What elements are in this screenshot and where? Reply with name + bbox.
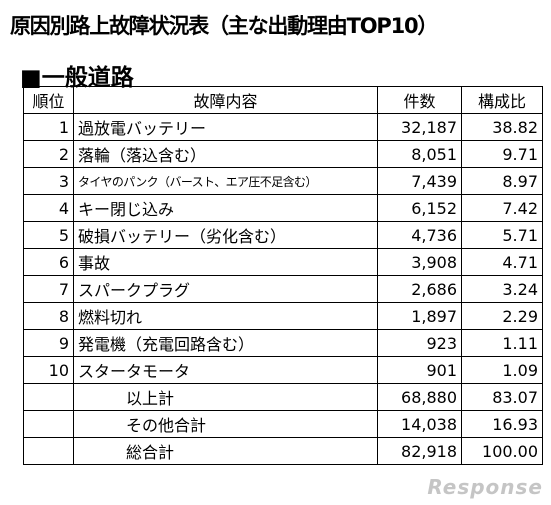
rank-column-header: 順位 [23,86,74,114]
count-cell: 7,439 [377,167,462,195]
reason-cell: 過放電バッテリー [73,113,378,141]
ratio-cell: 1.11 [461,329,543,357]
table-row: 2 落輪（落込含む） 8,051 9.71 [23,140,543,168]
summary-label: 総合計 [73,437,378,465]
reason-cell: キー閉じ込み [73,194,378,222]
count-cell: 3,908 [377,248,462,276]
reason-cell: 破損バッテリー（劣化含む） [73,221,378,249]
count-cell: 923 [377,329,462,357]
reason-cell: タイヤのパンク（バースト、エア圧不足含む） [73,167,378,195]
reason-cell: スタータモータ [73,356,378,384]
ratio-cell: 16.93 [461,410,543,438]
count-cell: 1,897 [377,302,462,330]
rank-cell: 6 [23,248,74,276]
rank-cell: 8 [23,302,74,330]
summary-label: その他合計 [73,410,378,438]
ratio-cell: 9.71 [461,140,543,168]
count-cell: 901 [377,356,462,384]
count-cell: 82,918 [377,437,462,465]
ratio-cell: 3.24 [461,275,543,303]
table-row: 8 燃料切れ 1,897 2.29 [23,302,543,330]
reason-cell: スパークプラグ [73,275,378,303]
ratio-column-header: 構成比 [461,86,543,114]
count-cell: 2,686 [377,275,462,303]
document-title: 原因別路上故障状況表（主な出動理由TOP10） [10,14,438,38]
count-cell: 32,187 [377,113,462,141]
table-row: 4 キー閉じ込み 6,152 7.42 [23,194,543,222]
rank-cell: 5 [23,221,74,249]
count-cell: 8,051 [377,140,462,168]
ratio-cell: 2.29 [461,302,543,330]
table-row: 1 過放電バッテリー 32,187 38.82 [23,113,543,141]
table-row: 7 スパークプラグ 2,686 3.24 [23,275,543,303]
rank-cell: 1 [23,113,74,141]
ratio-cell: 83.07 [461,383,543,411]
empty-cell [23,410,74,438]
rank-cell: 4 [23,194,74,222]
table-row: 6 事故 3,908 4.71 [23,248,543,276]
summary-row-subtotal: 以上計 68,880 83.07 [23,383,543,411]
reason-cell: 発電機（充電回路含む） [73,329,378,357]
ratio-cell: 38.82 [461,113,543,141]
count-cell: 68,880 [377,383,462,411]
table-row: 9 発電機（充電回路含む） 923 1.11 [23,329,543,357]
table-header-row: 順位 故障内容 件数 構成比 [23,86,543,114]
summary-label: 以上計 [73,383,378,411]
ratio-cell: 4.71 [461,248,543,276]
count-cell: 14,038 [377,410,462,438]
rank-cell: 7 [23,275,74,303]
count-column-header: 件数 [377,86,462,114]
watermark-logo: Response [427,475,543,499]
summary-row-other: その他合計 14,038 16.93 [23,410,543,438]
table-row: 10 スタータモータ 901 1.09 [23,356,543,384]
reason-cell: 事故 [73,248,378,276]
rank-cell: 2 [23,140,74,168]
reason-cell: 燃料切れ [73,302,378,330]
table-row: 3 タイヤのパンク（バースト、エア圧不足含む） 7,439 8.97 [23,167,543,195]
empty-cell [23,437,74,465]
ratio-cell: 8.97 [461,167,543,195]
count-cell: 4,736 [377,221,462,249]
rank-cell: 3 [23,167,74,195]
ratio-cell: 5.71 [461,221,543,249]
breakdown-ranking-table: 順位 故障内容 件数 構成比 1 過放電バッテリー 32,187 38.82 2… [23,86,543,465]
ratio-cell: 1.09 [461,356,543,384]
ratio-cell: 7.42 [461,194,543,222]
table-row: 5 破損バッテリー（劣化含む） 4,736 5.71 [23,221,543,249]
rank-cell: 10 [23,356,74,384]
ratio-cell: 100.00 [461,437,543,465]
rank-cell: 9 [23,329,74,357]
summary-row-grand-total: 総合計 82,918 100.00 [23,437,543,465]
reason-cell: 落輪（落込含む） [73,140,378,168]
empty-cell [23,383,74,411]
reason-column-header: 故障内容 [73,86,378,114]
count-cell: 6,152 [377,194,462,222]
